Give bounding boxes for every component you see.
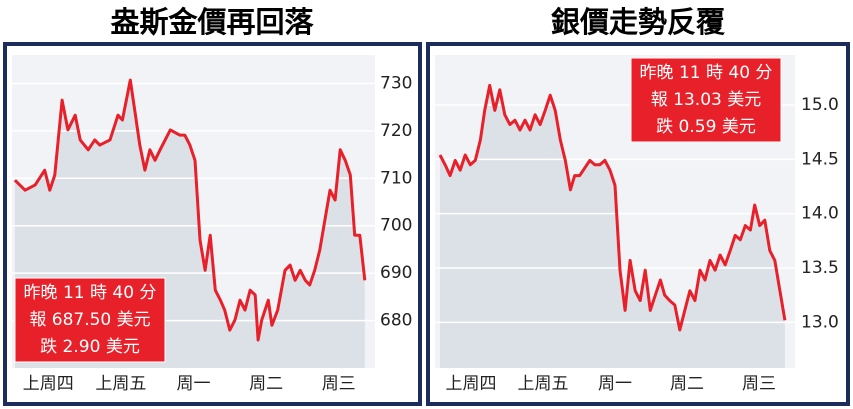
- annotation-text: 昨晚 11 時 40 分: [24, 283, 157, 303]
- chart-title: 盎斯金價再回落: [109, 5, 314, 39]
- annotation-text: 報 13.03 美元: [651, 90, 761, 110]
- annotation-box: [14, 277, 166, 363]
- y-tick-label: 720: [380, 121, 412, 141]
- line: [438, 83, 787, 332]
- y-tick-label: 680: [380, 311, 412, 331]
- line: [13, 78, 367, 342]
- x-tick-label: 周三: [322, 374, 356, 394]
- y-tick-label: 13.0: [801, 312, 839, 332]
- y-tick-label: 710: [380, 168, 412, 188]
- area: [440, 85, 785, 369]
- x-tick-label: 周二: [670, 374, 704, 394]
- y-tick-label: 730: [380, 73, 412, 93]
- annotation-text: 跌 2.90 美元: [40, 337, 140, 357]
- y-tick-label: 14.0: [801, 204, 839, 224]
- annotation-text: 跌 0.59 美元: [656, 117, 756, 137]
- x-tick-label: 上周五: [518, 374, 569, 394]
- x-tick-label: 上周四: [23, 374, 74, 394]
- y-tick-label: 15.0: [801, 95, 839, 115]
- x-tick-label: 周三: [742, 374, 776, 394]
- annotation-text: 昨晚 11 時 40 分: [640, 63, 773, 83]
- x-tick-label: 上周五: [95, 374, 146, 394]
- chart-title: 銀價走勢反覆: [551, 5, 725, 39]
- annotation-text: 報 687.50 美元: [29, 310, 150, 330]
- y-tick-label: 13.5: [801, 258, 839, 278]
- x-tick-label: 周二: [249, 374, 283, 394]
- y-tick-label: 700: [380, 216, 412, 236]
- y-tick-label: 690: [380, 263, 412, 283]
- x-tick-label: 周一: [177, 374, 211, 394]
- annotation-box: [630, 57, 782, 143]
- y-tick-label: 14.5: [801, 149, 839, 169]
- x-tick-label: 上周四: [446, 374, 497, 394]
- x-tick-label: 周一: [598, 374, 632, 394]
